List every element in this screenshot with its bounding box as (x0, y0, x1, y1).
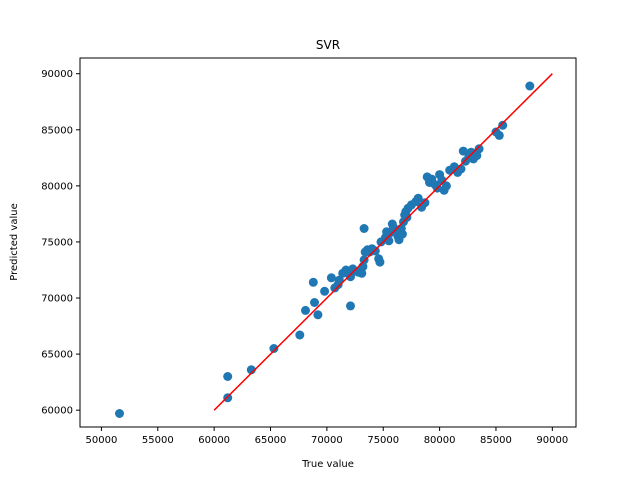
data-point (334, 275, 344, 285)
data-point (357, 268, 367, 278)
data-point (223, 372, 233, 381)
x-tick-label: 85000 (480, 435, 512, 446)
y-tick-label: 90000 (41, 69, 73, 80)
data-point (384, 236, 394, 246)
data-point (320, 286, 330, 296)
data-point (494, 130, 504, 140)
data-point (115, 409, 124, 418)
data-point (346, 301, 355, 311)
plot-frame (79, 57, 577, 428)
y-axis-label: Predicted value (9, 203, 20, 280)
x-tick-label: 60000 (198, 435, 230, 446)
y-tick-label: 60000 (41, 406, 73, 417)
y-tick-label: 85000 (41, 125, 73, 136)
data-point (456, 164, 466, 174)
x-tick-label: 50000 (86, 435, 118, 446)
x-tick-label: 65000 (255, 435, 287, 446)
data-point (498, 120, 508, 130)
data-point (295, 330, 305, 340)
fit-line (213, 73, 553, 411)
data-point (397, 229, 407, 239)
data-point (359, 255, 369, 265)
data-point (223, 393, 233, 403)
x-axis-label: True value (301, 459, 354, 470)
data-point (413, 193, 423, 203)
x-tick-label: 90000 (536, 435, 568, 446)
data-point (313, 310, 323, 320)
x-tick-label: 55000 (142, 435, 174, 446)
data-point (359, 224, 369, 233)
plot-marks (115, 73, 553, 418)
data-point (441, 181, 451, 191)
data-point (458, 146, 468, 156)
data-point (301, 305, 310, 315)
y-tick-label: 75000 (41, 237, 73, 248)
chart-title: SVR (316, 38, 340, 52)
y-tick-label: 65000 (41, 350, 73, 361)
x-tick-label: 70000 (311, 435, 343, 446)
data-point (310, 298, 319, 307)
data-point (402, 212, 412, 222)
y-tick-label: 80000 (41, 181, 73, 192)
data-point (246, 365, 256, 375)
y-tick-label: 70000 (41, 294, 73, 305)
data-point (308, 277, 318, 287)
axes: 50000 55000 60000 65000 70000 75000 80000 85000… (41, 57, 577, 446)
x-tick-label: 80000 (424, 435, 456, 446)
data-point (326, 273, 336, 283)
data-point (269, 344, 279, 353)
data-point (525, 81, 535, 91)
data-point (420, 198, 430, 208)
data-point (474, 144, 484, 154)
x-tick-label: 75000 (367, 435, 399, 446)
data-point (472, 151, 482, 161)
data-point (375, 257, 385, 267)
